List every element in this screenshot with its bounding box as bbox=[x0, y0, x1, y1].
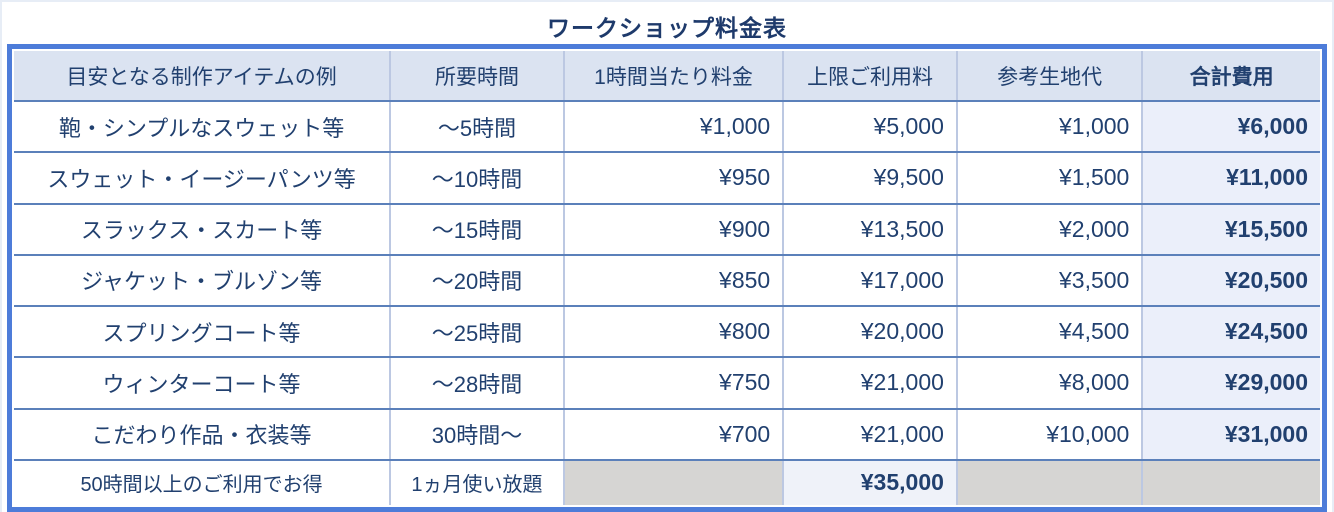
total-cell: ¥6,000 bbox=[1142, 101, 1320, 154]
fabric-cell: ¥3,500 bbox=[956, 254, 1144, 308]
item-cell: 鞄・シンプルなスウェット等 bbox=[14, 101, 392, 154]
fabric-cell: ¥8,000 bbox=[956, 357, 1144, 410]
pricing-table-frame: 目安となる制作アイテムの例 所要時間 1時間当たり料金 上限ご利用料 参考生地代… bbox=[7, 44, 1327, 512]
page-title: ワークショップ料金表 bbox=[547, 15, 787, 41]
fabric-cell: ¥10,000 bbox=[956, 408, 1144, 461]
total-cell: ¥15,500 bbox=[1142, 203, 1320, 256]
col-header-required-time: 所要時間 bbox=[390, 51, 565, 102]
fabric-cell: ¥1,500 bbox=[956, 152, 1144, 205]
table-row: スラックス・スカート等 ～15時間 ¥900 ¥13,500 ¥2,000 ¥1… bbox=[14, 203, 1320, 256]
col-header-hourly-rate: 1時間当たり料金 bbox=[563, 51, 785, 102]
col-header-fabric-cost: 参考生地代 bbox=[956, 51, 1144, 102]
fabric-cell: ¥1,000 bbox=[956, 101, 1144, 154]
hourly-cell: ¥1,000 bbox=[563, 101, 785, 154]
item-cell: こだわり作品・衣装等 bbox=[14, 408, 392, 461]
col-header-fee-cap: 上限ご利用料 bbox=[783, 51, 958, 102]
item-cell: スウェット・イージーパンツ等 bbox=[14, 152, 392, 205]
cap-cell: ¥20,000 bbox=[783, 306, 958, 359]
cap-cell: ¥17,000 bbox=[783, 254, 958, 308]
hourly-cell: ¥750 bbox=[563, 357, 785, 410]
table-row: こだわり作品・衣装等 30時間～ ¥700 ¥21,000 ¥10,000 ¥3… bbox=[14, 408, 1320, 461]
item-cell: スラックス・スカート等 bbox=[14, 203, 392, 256]
item-cell: 50時間以上のご利用でお得 bbox=[14, 459, 392, 505]
workshop-pricing-table: 目安となる制作アイテムの例 所要時間 1時間当たり料金 上限ご利用料 参考生地代… bbox=[14, 51, 1320, 505]
hourly-cell: ¥800 bbox=[563, 306, 785, 359]
col-header-total-cost: 合計費用 bbox=[1142, 51, 1320, 102]
table-row-unlimited-plan: 50時間以上のご利用でお得 1ヵ月使い放題 ¥35,000 bbox=[14, 459, 1320, 505]
time-cell: ～28時間 bbox=[390, 357, 565, 410]
total-cell: ¥31,000 bbox=[1142, 408, 1320, 461]
fabric-cell-empty bbox=[956, 459, 1144, 505]
hourly-cell: ¥850 bbox=[563, 254, 785, 308]
item-cell: ジャケット・ブルゾン等 bbox=[14, 254, 392, 308]
hourly-cell: ¥950 bbox=[563, 152, 785, 205]
total-cell: ¥29,000 bbox=[1142, 357, 1320, 410]
header-row: 目安となる制作アイテムの例 所要時間 1時間当たり料金 上限ご利用料 参考生地代… bbox=[14, 51, 1320, 102]
total-cell: ¥11,000 bbox=[1142, 152, 1320, 205]
cap-cell: ¥13,500 bbox=[783, 203, 958, 256]
hourly-cell: ¥900 bbox=[563, 203, 785, 256]
time-cell: 1ヵ月使い放題 bbox=[390, 459, 565, 505]
table-row: 鞄・シンプルなスウェット等 ～5時間 ¥1,000 ¥5,000 ¥1,000 … bbox=[14, 101, 1320, 154]
time-cell: ～5時間 bbox=[390, 101, 565, 154]
table-row: ウィンターコート等 ～28時間 ¥750 ¥21,000 ¥8,000 ¥29,… bbox=[14, 357, 1320, 410]
total-cell: ¥24,500 bbox=[1142, 306, 1320, 359]
total-cell: ¥20,500 bbox=[1142, 254, 1320, 308]
hourly-cell: ¥700 bbox=[563, 408, 785, 461]
fabric-cell: ¥2,000 bbox=[956, 203, 1144, 256]
total-cell-empty bbox=[1142, 459, 1320, 505]
cap-cell: ¥35,000 bbox=[783, 459, 958, 505]
col-header-item-example: 目安となる制作アイテムの例 bbox=[14, 51, 392, 102]
cap-cell: ¥9,500 bbox=[783, 152, 958, 205]
cap-cell: ¥5,000 bbox=[783, 101, 958, 154]
time-cell: 30時間～ bbox=[390, 408, 565, 461]
time-cell: ～25時間 bbox=[390, 306, 565, 359]
table-row: スプリングコート等 ～25時間 ¥800 ¥20,000 ¥4,500 ¥24,… bbox=[14, 306, 1320, 359]
table-row: スウェット・イージーパンツ等 ～10時間 ¥950 ¥9,500 ¥1,500 … bbox=[14, 152, 1320, 205]
fabric-cell: ¥4,500 bbox=[956, 306, 1144, 359]
cap-cell: ¥21,000 bbox=[783, 408, 958, 461]
table-row: ジャケット・ブルゾン等 ～20時間 ¥850 ¥17,000 ¥3,500 ¥2… bbox=[14, 254, 1320, 308]
time-cell: ～10時間 bbox=[390, 152, 565, 205]
item-cell: スプリングコート等 bbox=[14, 306, 392, 359]
hourly-cell-empty bbox=[563, 459, 785, 505]
cap-cell: ¥21,000 bbox=[783, 357, 958, 410]
item-cell: ウィンターコート等 bbox=[14, 357, 392, 410]
time-cell: ～15時間 bbox=[390, 203, 565, 256]
time-cell: ～20時間 bbox=[390, 254, 565, 308]
